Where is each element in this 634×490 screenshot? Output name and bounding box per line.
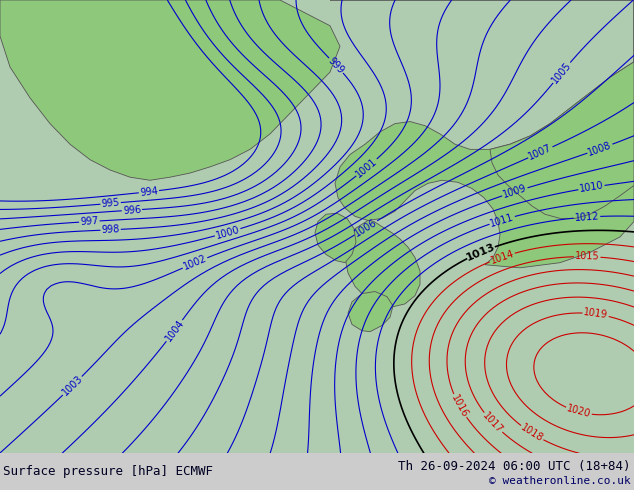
Text: 1018: 1018 (519, 422, 545, 444)
Text: 1007: 1007 (527, 143, 553, 162)
Text: 997: 997 (80, 216, 99, 227)
Text: 1010: 1010 (579, 181, 604, 195)
Polygon shape (315, 213, 356, 263)
Text: 1011: 1011 (489, 212, 515, 228)
Text: 1020: 1020 (566, 404, 592, 420)
Polygon shape (0, 0, 340, 180)
Polygon shape (330, 0, 634, 268)
Text: 1000: 1000 (214, 224, 241, 241)
Text: 1008: 1008 (586, 140, 613, 157)
Text: 1002: 1002 (182, 253, 208, 272)
Text: 1015: 1015 (575, 251, 600, 262)
Text: 995: 995 (101, 197, 120, 209)
Text: Surface pressure [hPa] ECMWF: Surface pressure [hPa] ECMWF (3, 465, 213, 478)
Polygon shape (345, 220, 420, 307)
Polygon shape (490, 62, 634, 219)
Text: 1003: 1003 (60, 374, 84, 398)
Text: 1004: 1004 (163, 318, 186, 343)
Text: 998: 998 (101, 224, 120, 235)
Text: 1014: 1014 (489, 248, 515, 266)
Text: Th 26-09-2024 06:00 UTC (18+84): Th 26-09-2024 06:00 UTC (18+84) (399, 460, 631, 473)
Text: 1006: 1006 (353, 217, 379, 239)
Text: 1013: 1013 (465, 242, 497, 263)
Text: 1016: 1016 (450, 393, 470, 419)
Text: 999: 999 (327, 55, 346, 75)
Text: © weatheronline.co.uk: © weatheronline.co.uk (489, 476, 631, 487)
Text: 994: 994 (139, 186, 158, 197)
Text: 1009: 1009 (501, 183, 528, 200)
Text: 1012: 1012 (574, 211, 600, 223)
Text: 1017: 1017 (481, 410, 505, 435)
Polygon shape (348, 292, 393, 332)
Text: 1005: 1005 (550, 60, 573, 85)
Text: 996: 996 (122, 204, 141, 216)
Text: 1019: 1019 (583, 308, 609, 320)
Text: 1001: 1001 (354, 156, 379, 179)
